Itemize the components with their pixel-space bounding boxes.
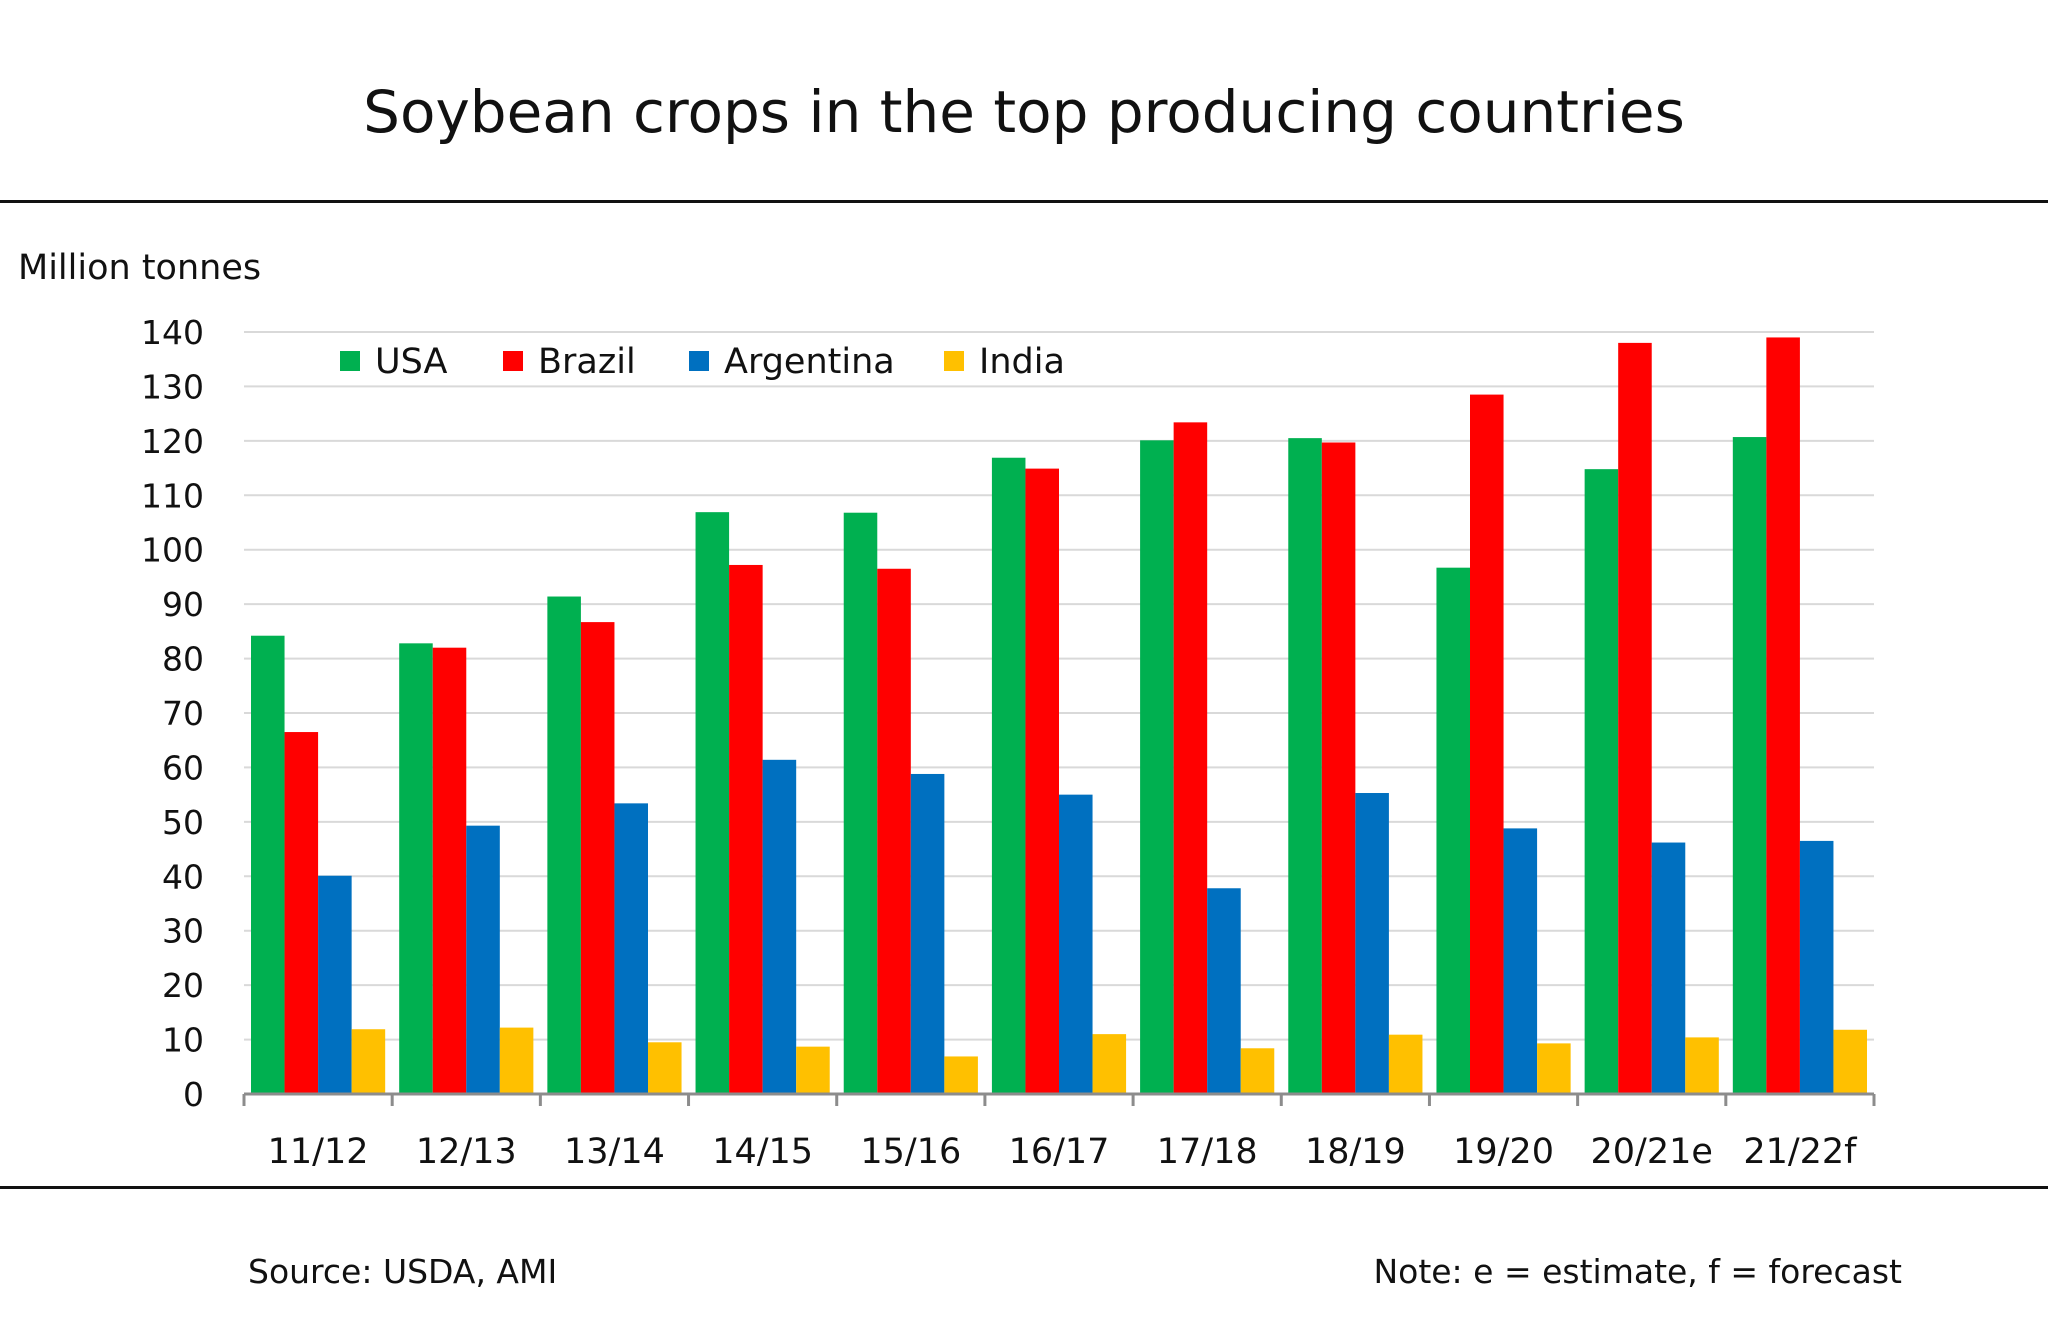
- bar-argentina-1: [466, 825, 500, 1094]
- y-tick-labels: 0 10 20 30 40 50 60 70 80 90 100 110 120 130 140: [141, 313, 204, 1114]
- x-tick-labels: 11/12 12/13 13/14 14/15 15/16 16/17 17/18 18/19…: [268, 1132, 1858, 1172]
- bar-argentina-10: [1799, 840, 1834, 1094]
- bar-india-1: [499, 1027, 534, 1094]
- bar-usa-8: [1436, 567, 1470, 1094]
- bar-usa-3: [695, 512, 730, 1094]
- bar-usa-0: [251, 635, 285, 1094]
- bar-argentina-5: [1059, 794, 1093, 1094]
- bar-usa-2: [547, 596, 581, 1094]
- bar-india-0: [351, 1029, 386, 1094]
- legend-label-india: India: [979, 342, 1065, 382]
- y-tick-label: 140: [141, 313, 204, 352]
- bar-argentina-3: [762, 759, 797, 1094]
- bar-usa-9: [1584, 469, 1619, 1094]
- y-tick-label: 120: [141, 422, 204, 461]
- bar-argentina-2: [614, 803, 648, 1094]
- bar-india-8: [1537, 1043, 1571, 1094]
- y-axis-label: Million tonnes: [18, 248, 261, 288]
- x-tick-label: 16/17: [1009, 1132, 1110, 1172]
- bar-usa-5: [991, 457, 1026, 1095]
- y-tick-label: 30: [162, 912, 204, 951]
- x-tick-label: 20/21e: [1591, 1132, 1713, 1172]
- x-tick-label: 12/13: [416, 1132, 517, 1172]
- y-tick-label: 10: [162, 1021, 204, 1060]
- y-tick-label: 90: [162, 585, 204, 624]
- top-rule: [0, 200, 2048, 203]
- legend-swatch-india: [944, 351, 964, 371]
- y-tick-label: 110: [141, 476, 204, 515]
- x-tick-label: 21/22f: [1743, 1132, 1857, 1172]
- bar-brazil-9: [1618, 342, 1652, 1094]
- bar-brazil-0: [284, 732, 319, 1094]
- bars: [251, 337, 1867, 1095]
- x-tick-label: 11/12: [268, 1132, 369, 1172]
- y-tick-label: 40: [162, 857, 204, 896]
- bar-brazil-2: [580, 622, 615, 1094]
- x-tick-label: 17/18: [1157, 1132, 1258, 1172]
- bar-usa-10: [1732, 437, 1767, 1095]
- x-tick-label: 14/15: [712, 1132, 813, 1172]
- source-note: Source: USDA, AMI: [248, 1252, 558, 1291]
- y-tick-label: 70: [162, 694, 204, 733]
- legend-label-argentina: Argentina: [724, 342, 895, 382]
- bar-usa-4: [843, 512, 878, 1094]
- bar-india-3: [796, 1046, 830, 1094]
- bar-usa-7: [1288, 438, 1322, 1094]
- x-tick-label: 18/19: [1305, 1132, 1406, 1172]
- bar-brazil-10: [1766, 337, 1800, 1094]
- y-tick-label: 20: [162, 966, 204, 1005]
- estimate-forecast-note: Note: e = estimate, f = forecast: [1373, 1252, 1902, 1291]
- bar-india-5: [1092, 1034, 1127, 1094]
- y-tick-label: 80: [162, 640, 204, 679]
- bar-argentina-8: [1503, 828, 1538, 1094]
- bar-usa-1: [399, 643, 433, 1094]
- bar-usa-6: [1140, 440, 1174, 1094]
- legend-swatch-brazil: [503, 351, 523, 371]
- y-tick-label: 60: [162, 748, 204, 787]
- bar-india-9: [1685, 1037, 1719, 1094]
- bar-brazil-5: [1025, 468, 1059, 1094]
- bar-brazil-7: [1321, 442, 1356, 1094]
- bar-india-10: [1833, 1029, 1867, 1094]
- bar-brazil-3: [729, 564, 763, 1094]
- bar-india-2: [648, 1042, 682, 1094]
- y-tick-label: 50: [162, 803, 204, 842]
- y-tick-label: 100: [141, 531, 204, 570]
- y-tick-label: 130: [141, 367, 204, 406]
- bottom-rule: [0, 1186, 2048, 1189]
- legend-swatch-usa: [340, 351, 360, 371]
- y-tick-label: 0: [183, 1075, 204, 1114]
- legend-swatch-argentina: [689, 351, 709, 371]
- x-tick-label: 15/16: [860, 1132, 961, 1172]
- bar-argentina-0: [318, 875, 352, 1094]
- axes: [242, 1092, 1876, 1106]
- bar-india-7: [1388, 1034, 1423, 1094]
- bar-argentina-7: [1355, 793, 1389, 1094]
- bar-brazil-1: [432, 647, 467, 1094]
- bar-brazil-4: [877, 568, 911, 1094]
- bar-argentina-9: [1651, 842, 1686, 1094]
- bar-brazil-8: [1470, 394, 1504, 1094]
- bar-india-4: [944, 1056, 978, 1094]
- legend-label-brazil: Brazil: [538, 342, 636, 382]
- bar-argentina-6: [1207, 888, 1241, 1094]
- legend-label-usa: USA: [375, 342, 447, 382]
- legend: USA Brazil Argentina India: [340, 342, 1065, 382]
- bar-brazil-6: [1173, 422, 1208, 1094]
- x-tick-label: 13/14: [564, 1132, 665, 1172]
- page-title: Soybean crops in the top producing count…: [363, 78, 1685, 146]
- bar-argentina-4: [910, 773, 945, 1094]
- bar-india-6: [1240, 1048, 1275, 1094]
- x-tick-label: 19/20: [1453, 1132, 1554, 1172]
